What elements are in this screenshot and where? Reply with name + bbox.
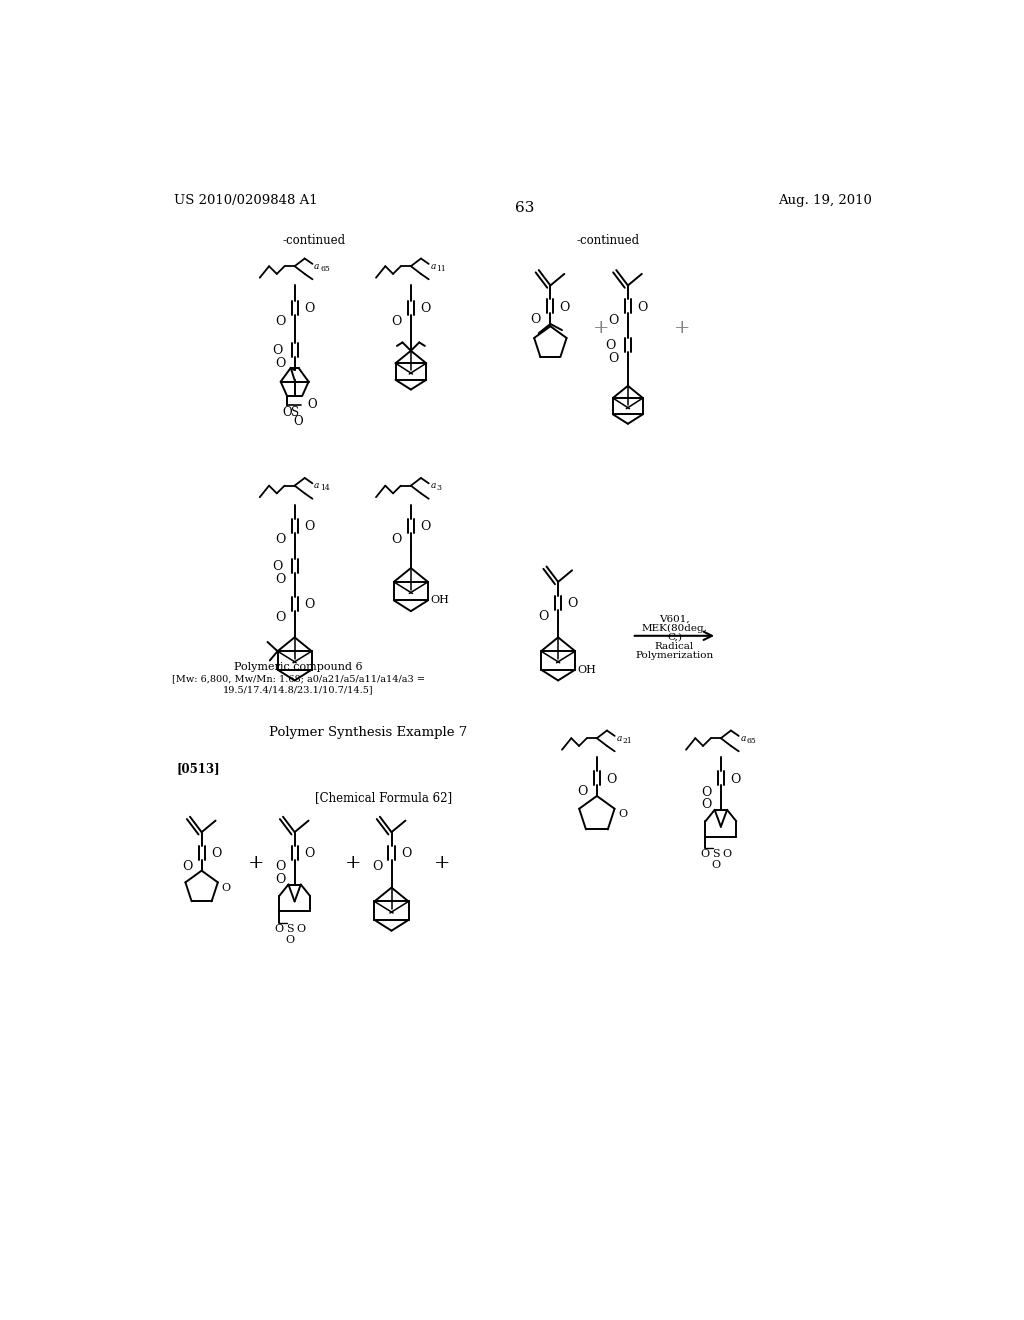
Text: Polymer Synthesis Example 7: Polymer Synthesis Example 7	[269, 726, 467, 739]
Text: O: O	[271, 345, 283, 358]
Text: C,): C,)	[667, 632, 682, 642]
Text: O: O	[560, 301, 570, 314]
Text: 65: 65	[746, 737, 756, 744]
Text: O: O	[275, 611, 286, 624]
Text: a: a	[430, 261, 435, 271]
Text: +: +	[433, 854, 451, 873]
Text: 63: 63	[515, 202, 535, 215]
Text: O: O	[530, 313, 541, 326]
Text: [0513]: [0513]	[176, 763, 220, 776]
Text: O: O	[275, 358, 286, 371]
Text: O: O	[275, 315, 286, 329]
Text: V601,: V601,	[659, 614, 690, 623]
Text: O: O	[296, 924, 305, 935]
Text: Polymeric compound 6: Polymeric compound 6	[234, 661, 362, 672]
Text: OH: OH	[578, 665, 596, 675]
Text: 14: 14	[321, 484, 330, 492]
Text: O: O	[222, 883, 230, 892]
Text: [Mw: 6,800, Mw/Mn: 1.68; a0/a21/a5/a11/a14/a3 =: [Mw: 6,800, Mw/Mn: 1.68; a0/a21/a5/a11/a…	[172, 675, 425, 684]
Text: a: a	[314, 482, 319, 490]
Text: O: O	[271, 560, 283, 573]
Text: O: O	[275, 533, 286, 546]
Text: O: O	[420, 520, 430, 533]
Text: a: a	[740, 734, 745, 743]
Text: O: O	[723, 850, 731, 859]
Text: O: O	[701, 797, 712, 810]
Text: O: O	[701, 785, 712, 799]
Text: [Chemical Formula 62]: [Chemical Formula 62]	[315, 791, 453, 804]
Text: O: O	[400, 847, 412, 861]
Text: S: S	[713, 850, 720, 859]
Text: 21: 21	[623, 737, 632, 744]
Text: O: O	[182, 859, 193, 873]
Text: O: O	[712, 861, 721, 870]
Text: O: O	[420, 302, 430, 315]
Text: O: O	[578, 785, 588, 797]
Text: a: a	[616, 734, 622, 743]
Text: a: a	[430, 482, 435, 490]
Text: O: O	[211, 847, 221, 861]
Text: O: O	[274, 924, 284, 935]
Text: O: O	[275, 861, 286, 874]
Text: O: O	[275, 573, 286, 586]
Text: O: O	[730, 772, 740, 785]
Text: O: O	[293, 416, 302, 428]
Text: O: O	[304, 598, 314, 611]
Text: O: O	[304, 847, 314, 861]
Text: -continued: -continued	[283, 234, 345, 247]
Text: O: O	[304, 302, 314, 315]
Text: +: +	[593, 319, 609, 337]
Text: 19.5/17.4/14.8/23.1/10.7/14.5]: 19.5/17.4/14.8/23.1/10.7/14.5]	[223, 685, 374, 694]
Text: O: O	[606, 772, 616, 785]
Text: O: O	[391, 533, 401, 546]
Text: a: a	[314, 261, 319, 271]
Text: 11: 11	[436, 264, 446, 272]
Text: O: O	[282, 407, 292, 418]
Text: S: S	[286, 924, 294, 935]
Text: O: O	[618, 809, 628, 820]
Text: 3: 3	[436, 484, 441, 492]
Text: Radical: Radical	[654, 642, 694, 651]
Text: O: O	[637, 301, 647, 314]
Text: +: +	[344, 854, 361, 873]
Text: O: O	[608, 314, 618, 326]
Text: O: O	[539, 610, 549, 623]
Text: +: +	[248, 854, 264, 873]
Text: -continued: -continued	[577, 234, 640, 247]
Text: O: O	[605, 339, 615, 352]
Text: MEK(80deg.: MEK(80deg.	[641, 623, 708, 632]
Text: 65: 65	[321, 264, 330, 272]
Text: O: O	[567, 597, 578, 610]
Text: Aug. 19, 2010: Aug. 19, 2010	[778, 194, 872, 207]
Text: O: O	[307, 399, 316, 412]
Text: +: +	[674, 319, 690, 337]
Text: O: O	[372, 861, 382, 874]
Text: O: O	[391, 315, 401, 329]
Text: US 2010/0209848 A1: US 2010/0209848 A1	[174, 194, 318, 207]
Text: O: O	[608, 352, 618, 366]
Text: O: O	[275, 874, 286, 887]
Text: S: S	[291, 407, 299, 418]
Text: O: O	[286, 935, 295, 945]
Text: Polymerization: Polymerization	[635, 651, 714, 660]
Text: O: O	[304, 520, 314, 533]
Text: OH: OH	[430, 595, 450, 606]
Text: O: O	[700, 850, 710, 859]
